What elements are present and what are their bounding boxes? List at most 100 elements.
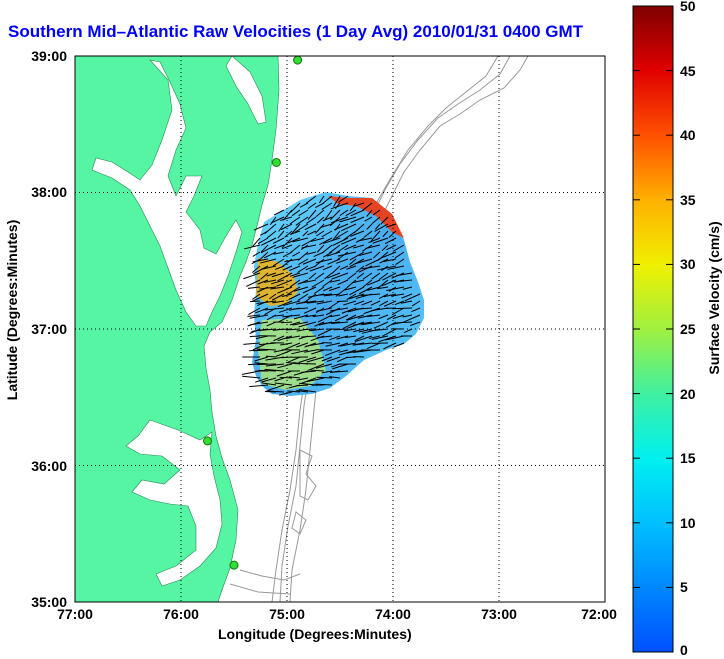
velocity-vector (343, 328, 357, 332)
velocity-vector (264, 390, 277, 393)
velocity-vector (372, 237, 389, 244)
velocity-vector (386, 314, 397, 321)
velocity-vector (371, 307, 389, 312)
velocity-vector (252, 237, 261, 247)
velocity-vector (258, 251, 269, 262)
velocity-vector (371, 335, 389, 341)
velocity-vector (292, 237, 309, 243)
grid-lines (75, 56, 605, 602)
velocity-vector (315, 223, 325, 234)
velocity-vector (260, 265, 277, 270)
velocity-vector (292, 307, 309, 310)
colorbar-label: Surface Velocity (cm/s) (706, 221, 722, 375)
velocity-vector (302, 258, 317, 265)
y-tick: 38:00 (31, 184, 67, 200)
velocity-vector (394, 300, 405, 306)
velocity-vector (297, 279, 309, 285)
velocity-vector (354, 307, 373, 310)
velocity-vector (329, 307, 349, 312)
x-tick: 77:00 (57, 606, 93, 622)
x-tick: 72:00 (581, 606, 617, 622)
velocity-vector (242, 375, 261, 379)
velocity-vector (263, 251, 277, 259)
velocity-vector (254, 377, 269, 383)
velocity-vector (377, 265, 397, 271)
velocity-vector (289, 272, 301, 277)
velocity-vector (368, 328, 389, 332)
velocity-vector (315, 363, 333, 369)
velocity-vector (301, 244, 317, 249)
velocity-vector (338, 195, 349, 203)
velocity-vector (339, 209, 349, 217)
velocity-vector (288, 376, 301, 379)
velocity-vector (335, 230, 349, 239)
velocity-vector (335, 286, 349, 297)
velocity-vector (314, 321, 325, 327)
velocity-vector (277, 363, 293, 369)
velocity-vector (349, 202, 357, 212)
velocity-vector (372, 209, 381, 216)
velocity-vector (307, 230, 317, 236)
velocity-vector (294, 223, 309, 233)
delaware-bay (225, 56, 267, 125)
velocity-vector (374, 223, 389, 232)
velocity-vector (271, 272, 285, 278)
velocity-vector (296, 389, 309, 393)
velocity-vector (339, 265, 349, 271)
velocity-vector (266, 230, 277, 239)
velocity-vector (269, 293, 277, 300)
velocity-vector (243, 342, 261, 345)
velocity-vector (383, 342, 397, 350)
velocity-vector (385, 335, 405, 341)
velocity-vector (329, 279, 341, 283)
velocity-vector (392, 307, 413, 310)
velocity-vector (289, 265, 301, 272)
velocity-vector (392, 314, 405, 320)
velocity-vector (252, 251, 261, 257)
velocity-vector (260, 258, 277, 264)
velocity-vector (260, 244, 269, 253)
velocity-vector (291, 209, 301, 217)
velocity-vector (252, 258, 269, 263)
velocity-vector (257, 348, 277, 351)
velocity-vector (273, 349, 285, 353)
colorbar-tick: 30 (680, 256, 696, 272)
velocity-vector (368, 237, 381, 244)
velocity-vector (327, 272, 341, 279)
velocity-vector (402, 314, 413, 318)
velocity-vector (283, 300, 301, 306)
velocity-vector (366, 209, 373, 217)
velocity-vector (287, 390, 301, 393)
velocity-vector (357, 237, 373, 242)
velocity-vector (390, 293, 405, 297)
velocity-vector (329, 376, 341, 379)
velocity-vector (276, 370, 293, 377)
velocity-vector (264, 279, 277, 283)
velocity-vector (352, 321, 373, 326)
velocity-vector (330, 202, 349, 210)
velocity-vector (321, 230, 333, 238)
velocity-vector (382, 230, 389, 237)
velocity-vector (361, 300, 373, 306)
velocity-vector (259, 286, 277, 290)
colorbar-tick: 45 (680, 63, 696, 79)
velocity-vector (358, 328, 373, 333)
velocity-vector (302, 230, 309, 237)
velocity-vector (336, 335, 349, 340)
velocity-vector (261, 237, 277, 246)
velocity-vector (361, 265, 381, 270)
velocity-vector (346, 293, 357, 301)
velocity-vector (384, 237, 397, 245)
velocity-vector (365, 244, 381, 249)
velocity-vector (247, 286, 261, 289)
velocity-vector (260, 272, 269, 280)
velocity-vector (341, 307, 357, 314)
velocity-vector (373, 251, 381, 259)
velocity-vector (362, 279, 373, 288)
velocity-vector (293, 286, 309, 292)
velocity-vector (355, 265, 365, 273)
y-tick: 37:00 (31, 321, 67, 337)
velocity-vector (377, 286, 389, 290)
velocity-vector (400, 300, 413, 304)
velocity-vector (280, 223, 293, 231)
